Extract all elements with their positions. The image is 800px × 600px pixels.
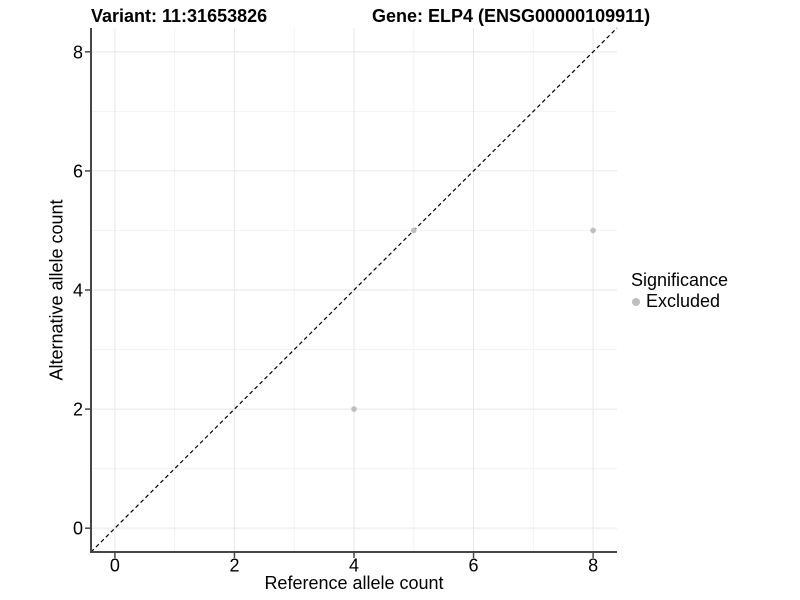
x-tick-label: 4 — [349, 556, 359, 576]
y-tick-label: 6 — [73, 161, 83, 181]
legend-item-label: Excluded — [646, 291, 721, 311]
axes — [90, 28, 617, 553]
plot-title-variant: Variant: 11:31653826 — [91, 6, 268, 26]
y-tick-label: 4 — [73, 281, 83, 301]
data-point — [410, 227, 417, 234]
y-tick-label: 2 — [73, 400, 83, 420]
tick-labels: 0 2 4 6 8 0 2 4 6 8 — [73, 42, 598, 575]
legend-title: Significance — [631, 270, 729, 290]
y-tick-label: 8 — [73, 42, 83, 62]
x-tick-label: 0 — [110, 556, 120, 576]
plot-title-gene: Gene: ELP4 (ENSG00000109911) — [372, 6, 651, 26]
x-tick-label: 8 — [588, 556, 598, 576]
data-point — [351, 406, 357, 412]
data-point — [590, 227, 596, 234]
identity-line — [90, 27, 618, 553]
x-tick-label: 6 — [469, 556, 479, 576]
legend-point-swatch — [632, 297, 640, 306]
axis-ticks — [85, 51, 594, 558]
y-axis-title: Alternative allele count — [46, 199, 67, 381]
legend: Significance Excluded — [631, 270, 728, 312]
data-points — [351, 227, 596, 412]
y-tick-label: 0 — [73, 519, 83, 539]
legend-item-excluded: Excluded — [631, 291, 728, 312]
x-tick-label: 2 — [229, 556, 239, 576]
x-axis-title: Reference allele count — [264, 573, 444, 593]
